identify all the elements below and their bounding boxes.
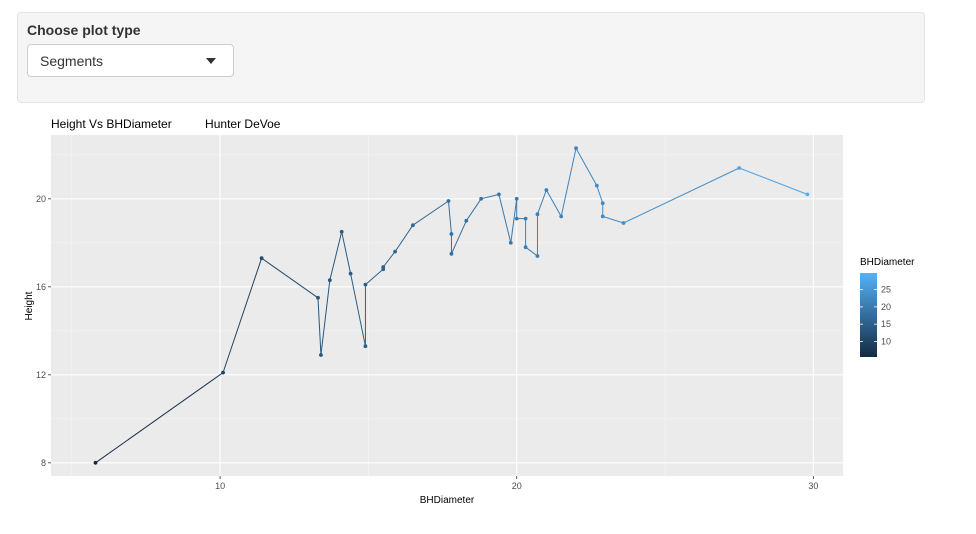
data-point (535, 254, 540, 258)
data-point (535, 212, 540, 217)
chart-title: Height Vs BHDiameter Hunter DeVoe (51, 117, 281, 131)
data-point (464, 218, 469, 223)
legend-colorbar (860, 273, 877, 357)
line-segment (623, 167, 740, 224)
x-axis-title: BHDiameter (420, 495, 475, 506)
line-segment (365, 268, 384, 285)
data-point (497, 192, 501, 197)
line-segment (738, 167, 808, 195)
data-point (737, 166, 742, 170)
y-axis: 8 12 16 20 (36, 194, 51, 468)
data-point (348, 271, 353, 276)
legend-tick-label: 15 (881, 319, 891, 329)
x-tick-label: 20 (512, 481, 522, 491)
legend: BHDiameter 10 15 20 25 (860, 257, 915, 357)
data-point (221, 370, 225, 375)
data-point (363, 282, 368, 287)
line-segment (525, 246, 538, 257)
data-point (514, 196, 519, 201)
line-segment (222, 258, 263, 373)
line-segment (575, 147, 598, 186)
data-point (327, 278, 332, 283)
chevron-down-icon[interactable] (206, 58, 216, 64)
line-segment (602, 215, 624, 224)
data-point (559, 214, 564, 219)
line-segment (545, 189, 562, 217)
line-segment (320, 280, 331, 356)
data-point (339, 229, 344, 234)
data-point (381, 265, 386, 269)
x-tick-label: 10 (215, 481, 225, 491)
line-segment (480, 193, 500, 200)
plot-panel (51, 135, 843, 476)
data-point (446, 199, 451, 203)
x-tick-label: 30 (808, 481, 818, 491)
y-tick-label: 16 (36, 282, 46, 292)
grid-major (51, 135, 843, 476)
legend-tick-label: 10 (881, 336, 891, 346)
data-point (410, 223, 415, 228)
data-point (259, 256, 264, 261)
line-segment (537, 189, 547, 215)
line-segment (412, 200, 449, 226)
y-tick-label: 8 (41, 458, 46, 468)
data-point (363, 344, 368, 349)
y-tick-label: 12 (36, 370, 46, 380)
data-point (514, 216, 519, 221)
line-segment (394, 224, 414, 252)
legend-title: BHDiameter (860, 257, 915, 268)
data-point (574, 146, 578, 151)
data-point (449, 232, 454, 236)
data-point (479, 196, 484, 201)
data-point (508, 240, 513, 245)
plot-type-select[interactable]: Segments (27, 44, 234, 77)
y-axis-title: Height (24, 291, 35, 320)
data-point (449, 251, 454, 256)
line-segment (560, 148, 577, 217)
points (93, 146, 810, 465)
grid-minor (51, 135, 843, 476)
data-point (393, 249, 397, 254)
line-segment (350, 273, 366, 347)
data-point (621, 221, 626, 225)
data-point (316, 295, 320, 300)
legend-tick-label: 25 (881, 285, 891, 295)
data-point (93, 460, 98, 465)
line-segment (498, 194, 512, 243)
y-tick-label: 20 (36, 194, 46, 204)
data-point (544, 188, 549, 192)
plot-type-label: Choose plot type (27, 22, 141, 38)
chart: 10 20 30 8 12 16 20 Height Vs BHDiameter Hunt… (24, 117, 915, 506)
line-segment (317, 297, 322, 356)
legend-tick-label: 20 (881, 302, 891, 312)
data-point (319, 353, 323, 357)
line-segment (341, 231, 352, 274)
data-point (600, 214, 605, 219)
series (95, 147, 808, 464)
line-segment (465, 198, 482, 222)
data-point (600, 201, 605, 206)
data-point (523, 245, 528, 250)
data-point (805, 192, 810, 197)
line-segment (450, 220, 467, 255)
line-segment (447, 200, 452, 235)
line-segment (596, 185, 604, 204)
line-segment (329, 231, 343, 281)
data-point (523, 216, 528, 221)
line-segment (261, 257, 319, 299)
data-point (594, 183, 599, 188)
legend-ticks: 10 15 20 25 (860, 285, 891, 346)
controls-panel: Choose plot type Segments (17, 12, 925, 103)
line-segment (382, 251, 396, 268)
plot-type-select-value: Segments (40, 53, 104, 69)
x-axis: 10 20 30 (215, 476, 818, 491)
line-segment (510, 198, 518, 243)
line-segment (95, 372, 224, 464)
